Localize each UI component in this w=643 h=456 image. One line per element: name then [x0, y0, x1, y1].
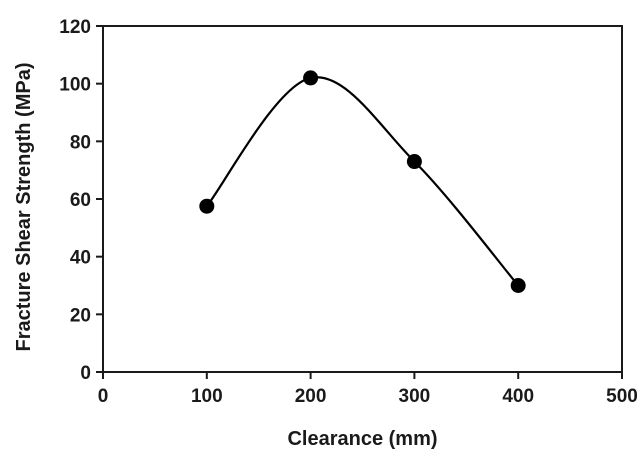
- y-ticks: 0 20 40 60 80 100 120: [59, 17, 103, 384]
- y-axis-title: Fracture Shear Strength (MPa): [13, 63, 35, 352]
- y-tick-label: 60: [70, 190, 91, 211]
- y-tick-label: 40: [70, 248, 91, 269]
- y-tick-label: 20: [70, 305, 91, 326]
- x-ticks: 0 100 200 300 400 500: [98, 372, 638, 407]
- x-tick-label: 100: [191, 386, 223, 407]
- y-tick-label: 80: [70, 132, 91, 153]
- series-line: [205, 76, 520, 287]
- x-tick-label: 400: [502, 386, 534, 407]
- data-point: [303, 70, 319, 86]
- x-tick-label: 200: [295, 386, 327, 407]
- data-point: [199, 198, 215, 214]
- data-point: [406, 154, 422, 170]
- plot-frame: [102, 25, 623, 373]
- x-tick-label: 300: [399, 386, 431, 407]
- x-tick-label: 500: [606, 386, 638, 407]
- axes: [102, 25, 623, 373]
- y-tick-label: 100: [59, 75, 91, 96]
- data-point: [510, 278, 526, 293]
- series: [199, 70, 526, 293]
- y-tick-label: 120: [59, 17, 91, 38]
- x-tick-label: 0: [98, 386, 109, 407]
- x-axis-title: Clearance (mm): [287, 428, 437, 450]
- y-tick-label: 0: [80, 363, 91, 384]
